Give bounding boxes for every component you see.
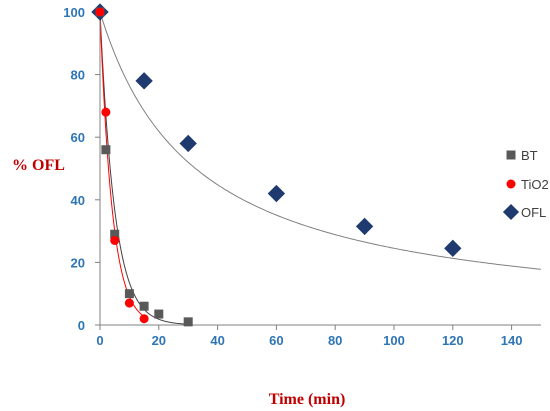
- x-tick-label: 40: [210, 333, 224, 348]
- fit-curve-bt: [99, 11, 189, 325]
- x-tick-label: 80: [328, 333, 342, 348]
- fit-curves: [99, 11, 542, 325]
- x-axis-title: Time (min): [269, 391, 346, 408]
- legend-label-tio2: TiO2: [521, 177, 549, 192]
- point-bt: [154, 309, 164, 319]
- y-tick-label: 100: [63, 5, 85, 20]
- x-tick-label: 100: [383, 333, 405, 348]
- point-tio2: [110, 235, 120, 245]
- y-tick-label: 0: [78, 318, 85, 333]
- legend-marker-tio2: [506, 179, 516, 189]
- point-ofl: [135, 72, 153, 90]
- x-tick-label: 20: [152, 333, 166, 348]
- x-tick-label: 0: [96, 333, 103, 348]
- legend: BT TiO2 OFL: [502, 148, 549, 221]
- y-tick-label: 80: [71, 68, 85, 83]
- y-tick-label: 60: [71, 130, 85, 145]
- y-ticks: 0 20 40 60 80 100: [63, 5, 100, 333]
- y-tick-label: 20: [71, 255, 85, 270]
- fit-curve-tio2: [99, 11, 145, 317]
- point-bt: [139, 301, 149, 311]
- point-tio2: [95, 7, 105, 17]
- point-bt: [124, 289, 134, 299]
- y-tick-label: 40: [71, 193, 85, 208]
- legend-label-bt: BT: [521, 148, 538, 163]
- point-bt: [101, 145, 111, 155]
- axes: [99, 12, 541, 326]
- x-tick-label: 140: [501, 333, 523, 348]
- y-axis-title: % OFL: [12, 157, 65, 174]
- point-ofl: [179, 134, 197, 153]
- point-tio2: [139, 314, 149, 324]
- point-ofl: [355, 217, 374, 236]
- x-ticks: 0 20 40 60 80 100 120 140: [96, 325, 522, 348]
- legend-label-ofl: OFL: [521, 205, 546, 220]
- point-bt: [110, 229, 120, 239]
- point-ofl: [444, 239, 462, 257]
- legend-marker-bt: [506, 150, 516, 160]
- point-ofl: [267, 184, 286, 203]
- fit-curve-ofl: [99, 11, 542, 270]
- point-bt: [183, 317, 193, 327]
- point-tio2: [124, 298, 134, 308]
- x-tick-label: 60: [269, 333, 283, 348]
- x-tick-label: 120: [442, 333, 464, 348]
- legend-marker-ofl: [502, 203, 520, 221]
- data-points: [91, 3, 462, 327]
- point-tio2: [101, 107, 111, 117]
